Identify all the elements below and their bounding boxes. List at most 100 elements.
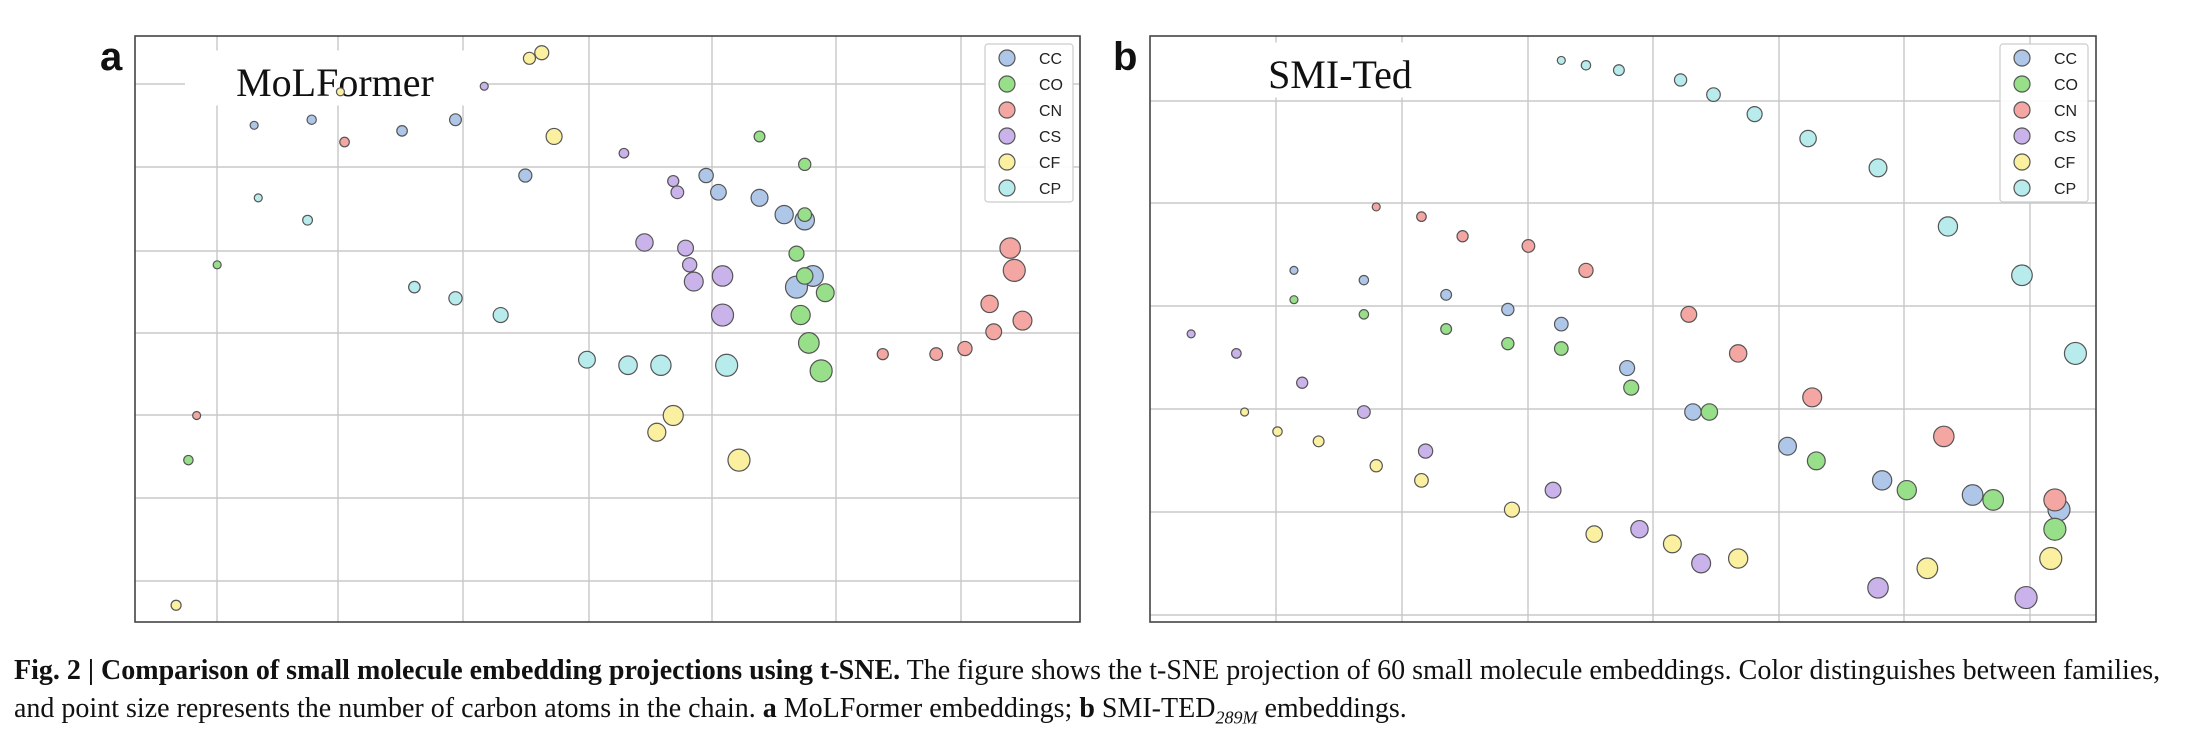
- data-point: [2014, 585, 2038, 610]
- data-point: [711, 265, 734, 287]
- data-point: [1580, 60, 1592, 71]
- data-point: [647, 422, 667, 442]
- series-CN: [192, 136, 1033, 421]
- data-point: [2011, 264, 2033, 287]
- data-point: [662, 404, 684, 427]
- data-point: [1868, 158, 1888, 178]
- legend-marker-CF: [998, 153, 1016, 171]
- data-point: [1623, 379, 1640, 396]
- data-point: [1414, 472, 1429, 488]
- data-point: [306, 114, 317, 125]
- data-point: [2043, 488, 2067, 512]
- data-point: [1369, 459, 1383, 473]
- data-point: [1937, 216, 1959, 237]
- chart-panel-b: SMI-Ted CC CO CN CS CF CP b: [1113, 35, 2097, 623]
- data-point: [1982, 489, 2005, 511]
- caption-b-subscript: 289M: [1215, 707, 1258, 728]
- legend-marker-CN: [2013, 101, 2031, 119]
- data-point: [192, 410, 202, 421]
- legend-label-CC: CC: [1039, 51, 1062, 68]
- caption-b-text: SMI-TED: [1094, 693, 1216, 724]
- data-point: [929, 347, 944, 362]
- data-point: [798, 157, 812, 172]
- data-point: [1871, 470, 1893, 491]
- legend-marker-CC: [2013, 49, 2031, 67]
- data-point: [396, 125, 408, 137]
- data-point: [408, 280, 421, 294]
- legend-label-CP: CP: [1039, 181, 1061, 198]
- series-CF: [1239, 407, 2063, 580]
- data-point: [985, 323, 1003, 341]
- data-point: [534, 45, 550, 61]
- figure: MoLFormer CC CO CN CS CF CP a SMI-Ted CC CO CN CS CF C…: [100, 35, 2097, 623]
- data-point: [1356, 405, 1371, 419]
- data-point: [795, 267, 814, 285]
- series-CF: [170, 45, 751, 611]
- data-point: [1728, 344, 1748, 363]
- data-point: [698, 167, 714, 184]
- data-point: [1358, 274, 1370, 286]
- legend-label-CO: CO: [2054, 77, 2078, 94]
- data-point: [1916, 557, 1939, 580]
- data-point: [1544, 481, 1562, 499]
- data-point: [1556, 55, 1566, 66]
- data-point: [1806, 451, 1826, 471]
- figure-caption: Fig. 2 | Comparison of small molecule em…: [14, 652, 2184, 737]
- data-point: [518, 168, 533, 183]
- data-point: [774, 204, 794, 225]
- data-point: [302, 214, 314, 226]
- data-point: [1578, 262, 1594, 279]
- data-point: [1612, 64, 1625, 77]
- data-point: [618, 147, 630, 159]
- data-point: [1673, 73, 1688, 87]
- legend-marker-CF: [2013, 153, 2031, 171]
- data-point: [1002, 258, 1026, 282]
- panel-letter-b: b: [1113, 35, 1137, 79]
- data-point: [650, 354, 672, 377]
- caption-text: The figure shows the t-SNE projection of…: [14, 655, 2161, 724]
- data-point: [681, 257, 698, 273]
- legend-label-CC: CC: [2054, 51, 2077, 68]
- series-CS: [479, 81, 735, 327]
- data-point: [809, 359, 833, 383]
- data-point: [1503, 501, 1521, 518]
- data-point: [683, 271, 704, 292]
- data-point: [545, 127, 563, 146]
- data-point: [1680, 305, 1698, 323]
- data-point: [1778, 436, 1798, 456]
- legend-marker-CS: [2013, 127, 2031, 145]
- data-point: [1706, 87, 1721, 102]
- chart-panel-a: MoLFormer CC CO CN CS CF CP a: [100, 35, 1081, 623]
- caption-b-label: b: [1079, 693, 1095, 724]
- data-point: [522, 51, 537, 65]
- data-point: [170, 599, 182, 611]
- data-point: [1585, 525, 1604, 543]
- data-point: [1501, 302, 1515, 317]
- data-point: [1896, 479, 1918, 501]
- caption-a-label: a: [762, 693, 777, 724]
- data-point: [2043, 517, 2067, 541]
- data-point: [797, 332, 820, 354]
- data-point: [1417, 443, 1434, 459]
- data-point: [492, 306, 509, 324]
- data-point: [1230, 348, 1242, 359]
- data-point: [727, 448, 751, 472]
- data-point: [618, 355, 638, 376]
- legend-label-CS: CS: [2054, 129, 2076, 146]
- data-point: [753, 130, 766, 143]
- caption-b-tail: embeddings.: [1257, 693, 1407, 724]
- data-point: [710, 183, 727, 201]
- data-point: [212, 260, 222, 270]
- data-point: [448, 291, 463, 306]
- data-point: [667, 174, 680, 188]
- legend-marker-CO: [998, 75, 1016, 93]
- legend-label-CO: CO: [1039, 77, 1063, 94]
- data-point: [715, 353, 739, 377]
- data-point: [1456, 230, 1469, 243]
- data-point: [1662, 534, 1682, 554]
- caption-a-text: MoLFormer embeddings;: [776, 693, 1080, 724]
- series-CS: [1186, 329, 2038, 610]
- data-point: [677, 239, 695, 257]
- data-point: [1619, 359, 1636, 377]
- data-point: [253, 193, 263, 203]
